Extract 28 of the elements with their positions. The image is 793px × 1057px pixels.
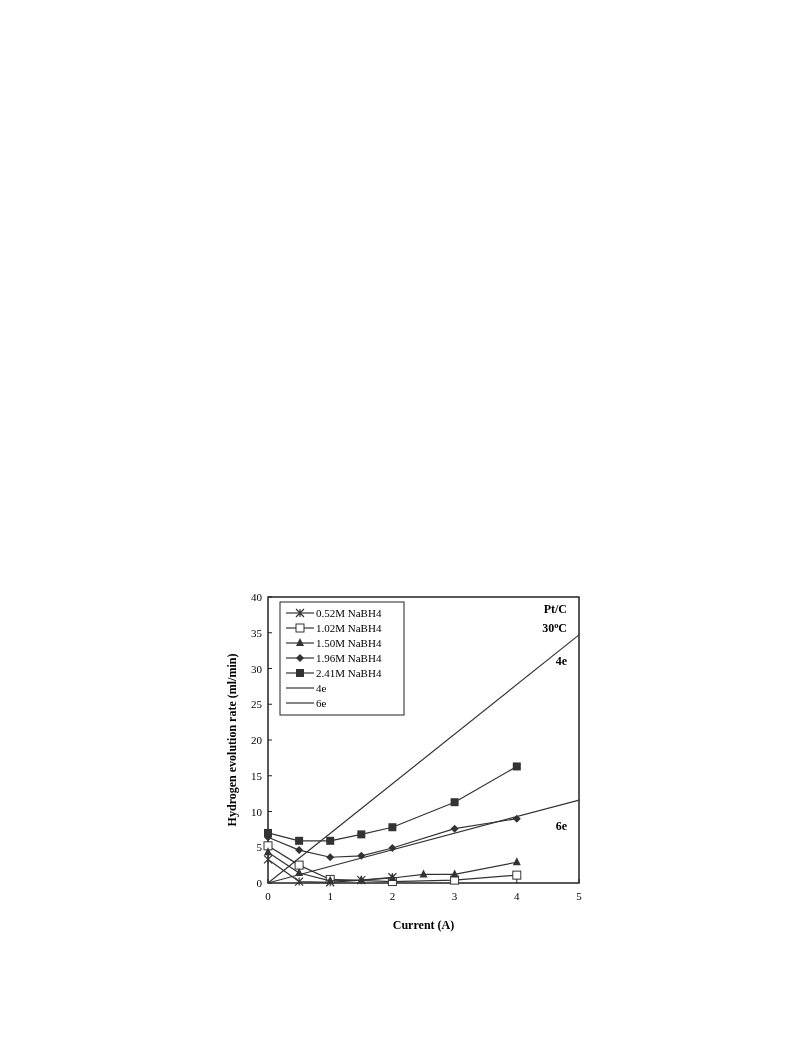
y-tick-label: 0: [256, 877, 263, 889]
annotation: Pt/C: [543, 602, 567, 616]
legend-label: 4e: [316, 682, 327, 694]
x-tick-label: 3: [451, 890, 458, 902]
legend-label: 1.50M NaBH4: [316, 637, 382, 649]
y-tick-label: 5: [256, 841, 263, 854]
legend-label: 1.96M NaBH4: [316, 652, 382, 664]
x-tick-label: 5: [576, 890, 583, 902]
annotation: 6e: [555, 819, 568, 834]
y-tick-label: 40: [251, 591, 263, 603]
x-tick-label: 4: [514, 890, 521, 902]
y-tick-label: 15: [251, 769, 263, 782]
legend-label: 1.02M NaBH4: [316, 622, 382, 634]
x-tick-label: 0: [265, 890, 272, 902]
annotation: 30$^{o}$C: [542, 620, 567, 635]
x-tick-label: 2: [389, 890, 396, 902]
legend-label: 6e: [316, 697, 327, 709]
legend-label: 2.41M NaBH4: [316, 667, 382, 679]
y-tick-label: 10: [251, 805, 263, 818]
y-axis-title: Hydrogen evolution rate (ml/min): [225, 653, 239, 827]
y-tick-label: 30: [251, 662, 263, 675]
x-tick-label: 1: [327, 890, 333, 902]
y-tick-label: 35: [251, 626, 263, 639]
y-tick-label: 20: [251, 734, 263, 746]
legend-label: 0.52M NaBH4: [316, 607, 382, 619]
x-axis-title: Current (A): [392, 918, 455, 932]
annotation: 4e: [555, 653, 568, 668]
y-tick-label: 25: [251, 698, 263, 711]
